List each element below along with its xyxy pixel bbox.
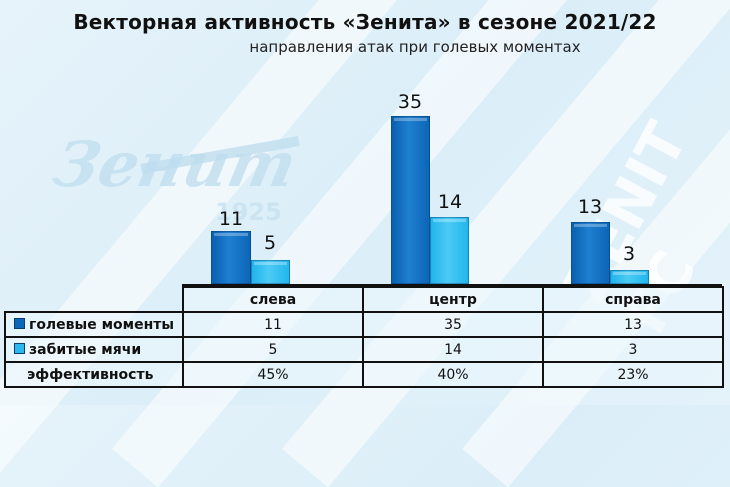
data-table: слева центр справа голевые моменты 11 35… [4, 286, 724, 388]
zenit-year-watermark: 1925 [215, 198, 282, 226]
row-header-goals: забитые мячи [4, 336, 184, 363]
value-label-right-goals: 3 [622, 243, 636, 265]
bar-right-shots [571, 222, 610, 284]
chart-subtitle: направления атак при голевых моментах [249, 38, 581, 56]
table-cell: 11 [182, 311, 364, 338]
table-cell: 3 [542, 336, 724, 363]
table-cell: 5 [182, 336, 364, 363]
table-row: голевые моменты 11 35 13 [4, 311, 724, 338]
table-cell: 14 [362, 336, 544, 363]
column-header-left: слева [182, 286, 364, 313]
table-cell: 23% [542, 361, 724, 388]
table-header-row: слева центр справа [5, 286, 724, 313]
row-label: забитые мячи [29, 341, 142, 358]
value-label-center-shots: 35 [397, 91, 423, 113]
table-cell: 40% [362, 361, 544, 388]
table-cell: 13 [542, 311, 724, 338]
bar-left-goals [251, 260, 290, 284]
column-header-center: центр [362, 286, 544, 313]
table-corner [5, 287, 183, 312]
chart-title: Векторная активность «Зенита» в сезоне 2… [73, 10, 657, 34]
row-header-shots: голевые моменты [4, 311, 184, 338]
table-row: забитые мячи 5 14 3 [4, 336, 724, 363]
row-label: эффективность [27, 366, 154, 383]
x-axis-baseline [182, 284, 722, 286]
bar-left-shots [211, 231, 251, 284]
legend-swatch-shots-icon [14, 318, 25, 329]
value-label-center-goals: 14 [437, 191, 463, 213]
bar-center-goals [430, 217, 469, 284]
value-label-right-shots: 13 [577, 196, 603, 218]
value-label-left-goals: 5 [263, 232, 277, 254]
row-header-efficiency: эффективность [4, 361, 184, 388]
bar-right-goals [610, 270, 649, 284]
legend-swatch-goals-icon [14, 343, 25, 354]
bar-center-shots [391, 116, 430, 284]
table-row: эффективность 45% 40% 23% [4, 361, 724, 388]
value-label-left-shots: 11 [218, 208, 244, 230]
column-header-right: справа [542, 286, 724, 313]
row-label: голевые моменты [29, 316, 175, 333]
table-cell: 35 [362, 311, 544, 338]
table-cell: 45% [182, 361, 364, 388]
